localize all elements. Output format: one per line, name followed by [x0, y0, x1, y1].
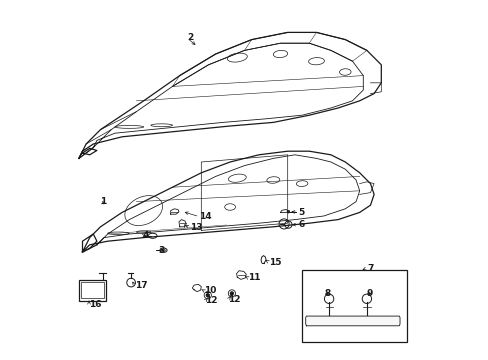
Text: 15: 15 [268, 258, 281, 266]
Text: 11: 11 [247, 274, 260, 282]
Polygon shape [305, 316, 399, 326]
Text: 3: 3 [159, 246, 165, 255]
Circle shape [230, 292, 233, 295]
Text: 12: 12 [228, 295, 240, 304]
Text: 12: 12 [204, 297, 217, 305]
Text: 16: 16 [89, 300, 102, 309]
Circle shape [286, 210, 289, 213]
Text: 2: 2 [186, 33, 193, 42]
Text: 5: 5 [298, 208, 304, 217]
Text: 17: 17 [135, 281, 147, 290]
Text: 4: 4 [142, 231, 149, 240]
Text: 13: 13 [189, 223, 202, 232]
Text: 7: 7 [366, 264, 372, 273]
Text: 9: 9 [366, 289, 372, 298]
Text: 6: 6 [298, 220, 304, 229]
Text: 14: 14 [199, 212, 212, 221]
Text: 10: 10 [204, 287, 216, 295]
Bar [81, 282, 103, 298]
Text: 1: 1 [100, 197, 106, 206]
Circle shape [206, 294, 209, 297]
Bar [79, 280, 106, 301]
Bar [302, 270, 406, 342]
Text: 8: 8 [324, 289, 330, 298]
